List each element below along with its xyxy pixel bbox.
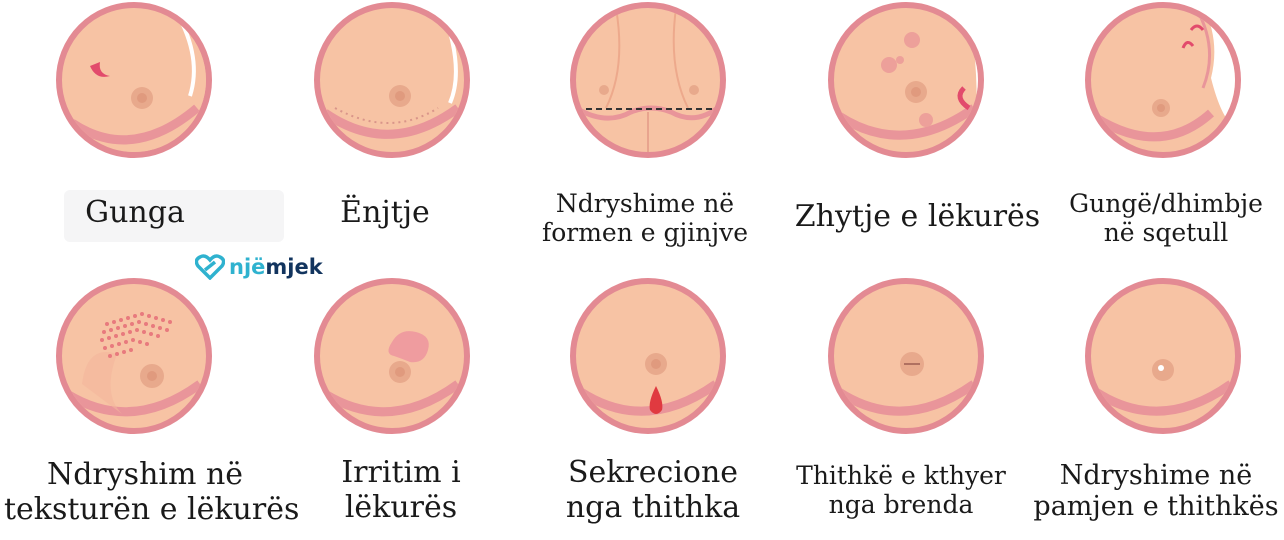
label-line: Irritim i bbox=[341, 455, 461, 490]
label-swelling: Ënjtje bbox=[325, 195, 445, 231]
label-line: Ndryshime në bbox=[555, 189, 735, 218]
label-discharge: Sekrecione nga thithka bbox=[548, 455, 758, 525]
label-lump: Gunga bbox=[70, 195, 200, 231]
njemjek-logo[interactable]: një mjek bbox=[195, 254, 323, 280]
label-nipple-change: Ndryshime në pamjen e thithkës bbox=[1032, 460, 1280, 522]
label-background bbox=[64, 190, 284, 242]
label-line: teksturën e lëkurës bbox=[4, 491, 300, 527]
logo-text-part2: mjek bbox=[265, 255, 323, 279]
lump-illustration bbox=[56, 2, 212, 158]
label-shape: Ndryshime në formen e gjinjve bbox=[525, 189, 765, 248]
swelling-illustration bbox=[314, 2, 470, 158]
label-line: lëkurës bbox=[344, 489, 458, 525]
label-line: Gungë/dhimbje bbox=[1069, 189, 1263, 218]
label-line: Ndryshim në bbox=[46, 457, 244, 492]
inverted-nipple-illustration bbox=[828, 278, 984, 434]
logo-text-part1: një bbox=[229, 255, 266, 279]
discharge-illustration bbox=[570, 278, 726, 434]
label-line: nga thithka bbox=[565, 489, 741, 525]
label-line: pamjen e thithkës bbox=[1033, 491, 1279, 523]
label-line: Sekrecione bbox=[567, 455, 739, 490]
label-irritation: Irritim i lëkurës bbox=[318, 455, 484, 525]
label-line: Ënjtje bbox=[340, 195, 430, 230]
label-line: nga brenda bbox=[828, 489, 974, 519]
label-line: Gunga bbox=[85, 195, 185, 230]
dimpling-illustration bbox=[828, 2, 984, 158]
label-line: Ndryshime në bbox=[1059, 460, 1253, 491]
label-armpit: Gungë/dhimbje në sqetull bbox=[1058, 189, 1274, 248]
nipple-change-illustration bbox=[1085, 278, 1241, 434]
label-dimpling: Zhytje e lëkurës bbox=[790, 199, 1045, 235]
label-line: formen e gjinjve bbox=[541, 217, 749, 247]
label-inverted: Thithkë e kthyer nga brenda bbox=[786, 461, 1016, 520]
label-texture: Ndryshim në teksturën e lëkurës bbox=[4, 457, 300, 527]
texture-illustration bbox=[56, 278, 212, 434]
irritation-illustration bbox=[314, 278, 470, 434]
label-line: Thithkë e kthyer bbox=[796, 461, 1006, 490]
label-line: në sqetull bbox=[1103, 217, 1229, 247]
label-line: Zhytje e lëkurës bbox=[794, 199, 1041, 234]
shape-illustration bbox=[570, 2, 726, 158]
heart-link-icon bbox=[195, 254, 225, 280]
armpit-illustration bbox=[1085, 2, 1241, 158]
